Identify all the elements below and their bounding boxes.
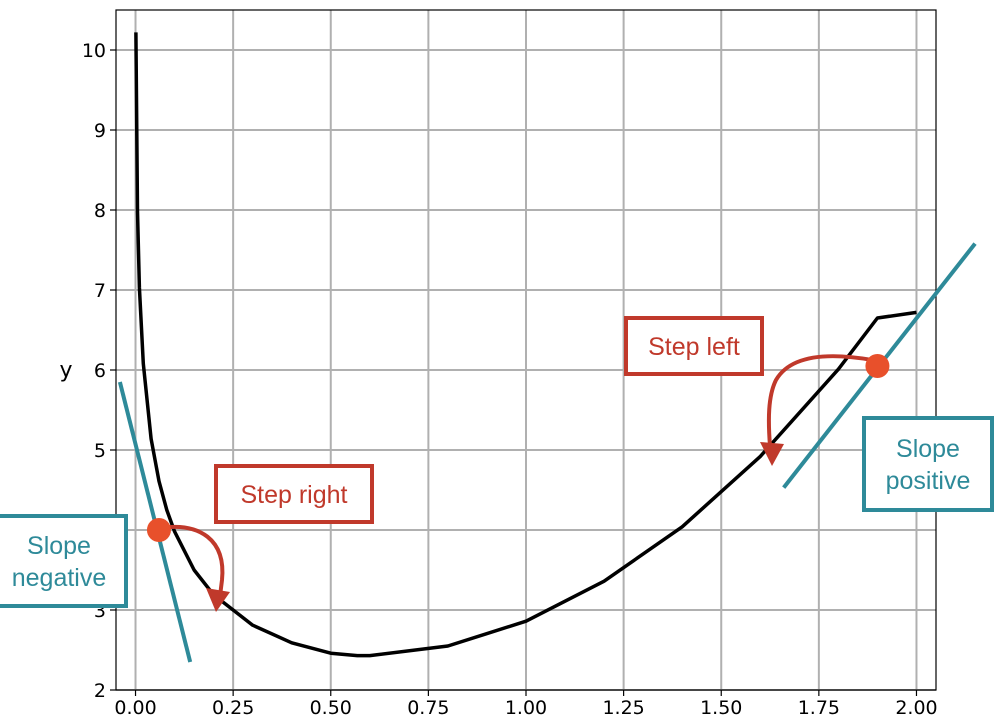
point-markers [146,354,890,542]
step-right-arrow [159,524,225,597]
step-left-label-text: Step left [648,333,740,361]
step-right-label-box [214,464,374,524]
step-right-arrowhead [206,588,230,612]
slope-negative-label: Slope negative [0,514,128,608]
x-tick-label: 1.25 [602,697,644,719]
step-arrows [159,354,873,612]
y-axis-label: y [59,358,72,383]
slope-positive-label-text: Slope [896,435,960,463]
y-tick-label: 6 [94,360,106,382]
slope-positive-label: Slope positive [862,416,994,512]
tangent-lines [117,242,977,663]
step-right-label-text: Step right [240,481,347,509]
series-line [134,32,917,658]
y-tick-label: 10 [82,40,106,62]
annotations: Step right Step left Slope negative Slope pos… [0,316,994,608]
y-tick-label: 7 [94,280,106,302]
axes: 0.000.250.500.751.001.251.501.752.002345… [59,9,938,719]
slope-negative-label-box [0,514,128,608]
data-series [134,32,917,658]
x-tick-label: 1.75 [798,697,840,719]
marker-point [146,518,171,542]
x-tick-label: 0.75 [407,697,449,719]
y-tick-label: 8 [94,200,106,222]
plot-frame [115,9,937,691]
x-tick-label: 0.50 [310,697,352,719]
y-tick-label: 9 [94,120,106,142]
x-tick-label: 2.00 [895,697,937,719]
step-left-label: Step left [624,316,764,376]
y-tick-label: 5 [94,440,106,462]
x-tick-label: 0.25 [212,697,254,719]
step-right-label: Step right [214,464,374,524]
slope-positive-label-text: positive [886,467,971,495]
x-tick-label: 0.00 [114,697,156,719]
slope-negative-label-text: negative [12,564,107,592]
step-left-label-box [624,316,764,376]
grid-lines [116,10,936,691]
x-tick-label: 1.00 [505,697,547,719]
slope-negative-label-text: Slope [27,532,91,560]
slope-positive-label-box [862,416,994,512]
step-left-arrowhead [760,442,784,466]
marker-point [865,354,890,378]
x-tick-label: 1.50 [700,697,742,719]
step-left-arrow [766,354,873,447]
y-tick-label: 2 [94,680,106,702]
